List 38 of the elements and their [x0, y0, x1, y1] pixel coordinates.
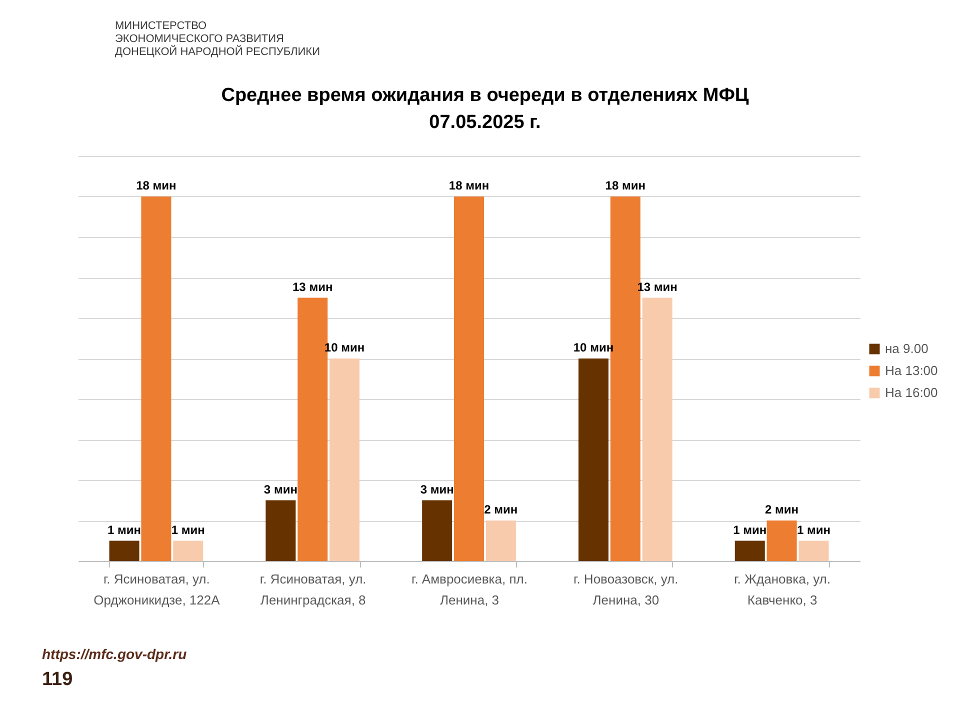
data-label: 3 мин	[420, 482, 454, 496]
data-label: 1 мин	[108, 522, 142, 537]
chart-title: Среднее время ожидания в очереди в отделениях МФЦ	[221, 85, 749, 106]
text: 119	[42, 669, 73, 690]
bar	[109, 540, 140, 561]
text: https://mfc.gov-dpr.ru	[42, 646, 188, 662]
bar	[766, 520, 797, 561]
bar	[266, 500, 296, 561]
x-tick-label: г. Новоазовск, ул. Ленина, 30	[574, 572, 678, 608]
bar	[422, 500, 452, 561]
bar	[642, 298, 672, 561]
bar	[173, 540, 204, 561]
bar	[798, 540, 829, 561]
data-label: 3 мин	[264, 482, 298, 496]
legend-label: на 9.00	[885, 341, 928, 356]
bar	[141, 196, 172, 561]
bar	[578, 358, 608, 561]
x-tick-label: г. Ждановка, ул. Кавченко, 3	[734, 572, 830, 608]
bar	[330, 358, 360, 561]
data-label: 1 мин	[796, 522, 830, 537]
text: МИНИСТЕРСТВО ЭКОНОМИЧЕСКОГО РАЗВИТИЯ ДОНЕЦКОЙ НАРОДНОЙ РЕСПУБЛИКИ	[115, 20, 320, 58]
chart-subtitle: 07.05.2025 г.	[429, 112, 541, 133]
bar	[734, 540, 765, 561]
data-label: 1 мин	[733, 522, 767, 537]
data-label: 2 мин	[765, 502, 799, 516]
data-label: 18 мин	[605, 178, 646, 192]
x-tick-label: г. Амвросиевка, пл. Ленина, 3	[412, 572, 528, 608]
data-label: 1 мин	[171, 522, 205, 537]
data-label: 18 мин	[448, 178, 490, 192]
x-tick-label: г. Ясиноватая, ул. Орджоникидзе, 122А	[94, 572, 220, 608]
bar	[486, 520, 516, 561]
legend-label: На 13:00	[885, 363, 938, 378]
bar	[454, 196, 484, 561]
legend-label: На 16:00	[885, 385, 938, 400]
data-label: 13 мин	[292, 280, 333, 294]
data-label: 2 мин	[484, 502, 518, 516]
x-tick-label: г. Ясиноватая, ул. Ленинградская, 8	[260, 572, 366, 608]
data-label: 18 мин	[136, 178, 176, 192]
